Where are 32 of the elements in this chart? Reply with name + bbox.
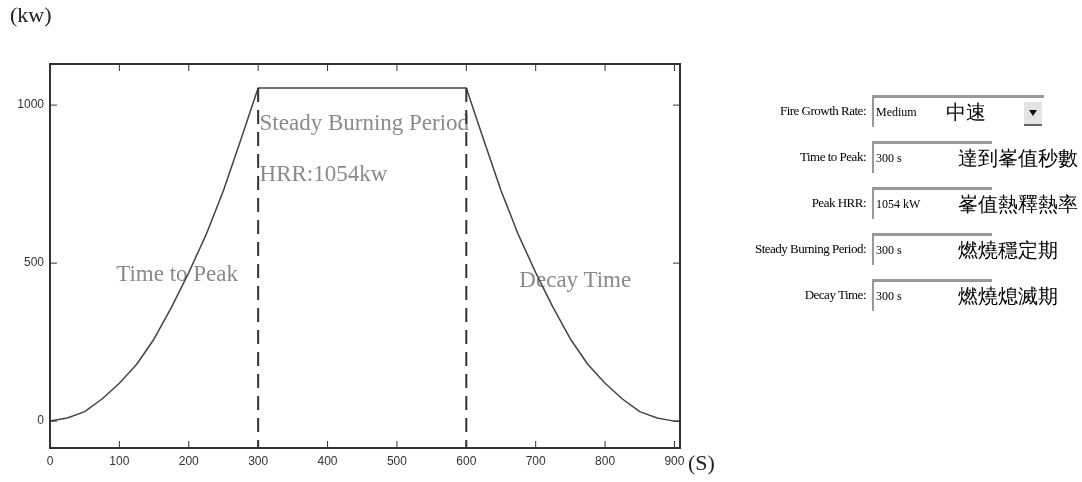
x-tick-label: 900 xyxy=(664,453,685,468)
x-tick-label: 200 xyxy=(178,453,200,468)
text: Peak HRR: xyxy=(810,195,867,211)
text: 300 s xyxy=(875,151,902,166)
x-tick-label: 400 xyxy=(317,453,338,468)
text: 300 s xyxy=(875,243,902,258)
text: 峯值熱釋熱率 xyxy=(958,191,1078,218)
text: Fire Growth Rate: xyxy=(778,103,867,119)
annotation: HRR:1054kw xyxy=(259,160,388,186)
x-tick-label: 100 xyxy=(109,453,130,468)
x-axis-title: (S) xyxy=(688,449,715,475)
text: Steady Burning Period: xyxy=(753,241,867,257)
x-tick-label: 500 xyxy=(386,453,408,468)
text: Decay Time: xyxy=(803,287,867,303)
x-tick-label: 700 xyxy=(525,453,547,468)
text: 燃燒熄滅期 xyxy=(958,283,1058,310)
x-tick-label: 600 xyxy=(456,453,477,468)
y-tick-label: 500 xyxy=(23,255,45,270)
annotation: Steady Burning Period xyxy=(259,110,470,136)
text: 1054 kW xyxy=(875,197,921,212)
text: 300 s xyxy=(875,289,902,304)
x-tick-label: 800 xyxy=(595,453,616,468)
text: 燃燒穩定期 xyxy=(958,237,1058,264)
y-tick-label: 0 xyxy=(37,413,45,428)
text: Time to Peak: xyxy=(799,149,867,165)
y-tick-label: 1000 xyxy=(17,97,45,112)
text: Medium xyxy=(875,105,917,120)
y-axis-title: (kw) xyxy=(10,1,52,27)
annotation: Time to Peak xyxy=(116,261,239,287)
text: 達到峯值秒數 xyxy=(958,145,1078,172)
text: 中速 xyxy=(946,99,986,126)
x-tick-label: 300 xyxy=(248,453,269,468)
